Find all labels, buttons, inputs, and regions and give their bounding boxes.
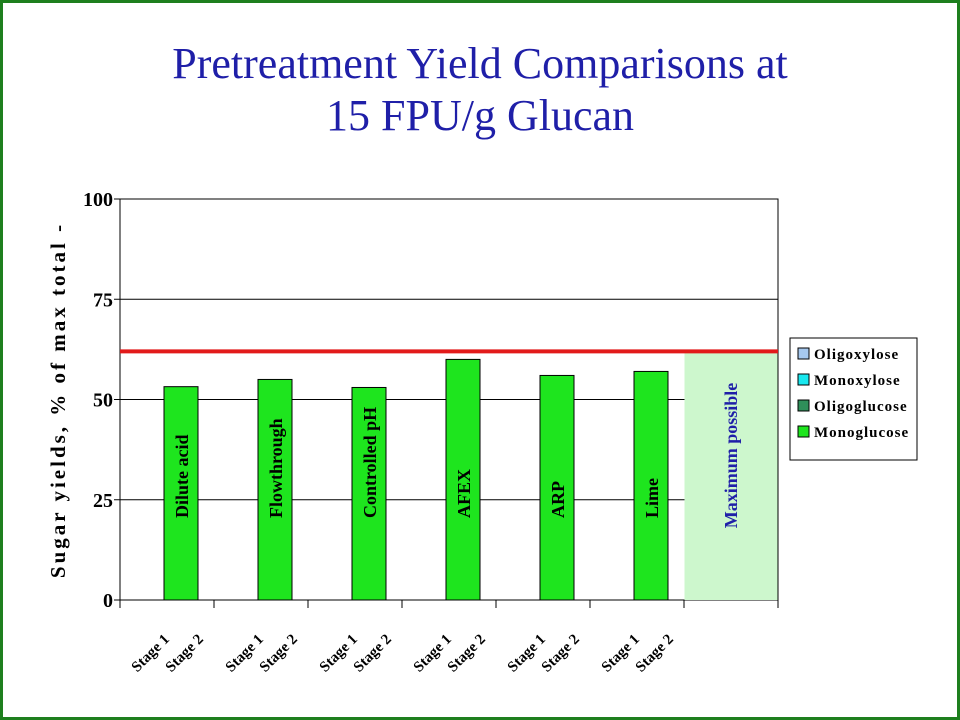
bar-dilute-acid [163, 386, 199, 601]
bar-label: Dilute acid [172, 435, 192, 519]
bar-arp [539, 374, 575, 601]
bar-lime [633, 370, 669, 601]
bar-controlled-ph [351, 386, 387, 601]
legend-swatch [797, 373, 810, 386]
bar-label: Flowthrough [266, 418, 286, 518]
legend-swatch [797, 347, 810, 360]
legend-label: Monoxylose [814, 373, 901, 389]
legend-swatch [797, 399, 810, 412]
stage-tick-label: Stage 2 [163, 632, 207, 676]
title-line-2: 15 FPU/g Glucan [326, 91, 634, 140]
stage-tick-label: Stage 2 [539, 632, 583, 676]
legend-label: Oligoxylose [814, 347, 899, 363]
stage-tick-label: Stage 2 [257, 632, 301, 676]
legend-label: Oligoglucose [814, 399, 908, 415]
bar-flowthrough [257, 378, 293, 601]
y-tick-label: 0 [103, 590, 113, 612]
legend-swatch [797, 425, 810, 438]
bar-maximum-possible [684, 351, 778, 600]
bar-label: ARP [548, 481, 568, 518]
title-line-1: Pretreatment Yield Comparisons at [172, 39, 788, 88]
stage-tick-label: Stage 2 [633, 632, 677, 676]
y-tick-label: 25 [93, 490, 113, 512]
y-tick-label: 50 [93, 390, 113, 412]
bar-label: Maximum possible [721, 383, 741, 529]
bar-label: Controlled pH [360, 407, 380, 518]
legend [789, 337, 918, 461]
bar-afex [445, 358, 481, 601]
legend-label: Monoglucose [814, 425, 909, 441]
bar-label: Lime [642, 478, 662, 518]
page-title: Pretreatment Yield Comparisons at 15 FPU… [0, 38, 960, 142]
stage-tick-label: Stage 2 [351, 632, 395, 676]
y-tick-label: 75 [93, 289, 113, 311]
y-tick-label: 100 [83, 189, 113, 211]
y-axis-label: Sugar yields, % of max total - [46, 222, 70, 578]
stage-tick-label: Stage 2 [445, 632, 489, 676]
bar-label: AFEX [454, 469, 474, 518]
